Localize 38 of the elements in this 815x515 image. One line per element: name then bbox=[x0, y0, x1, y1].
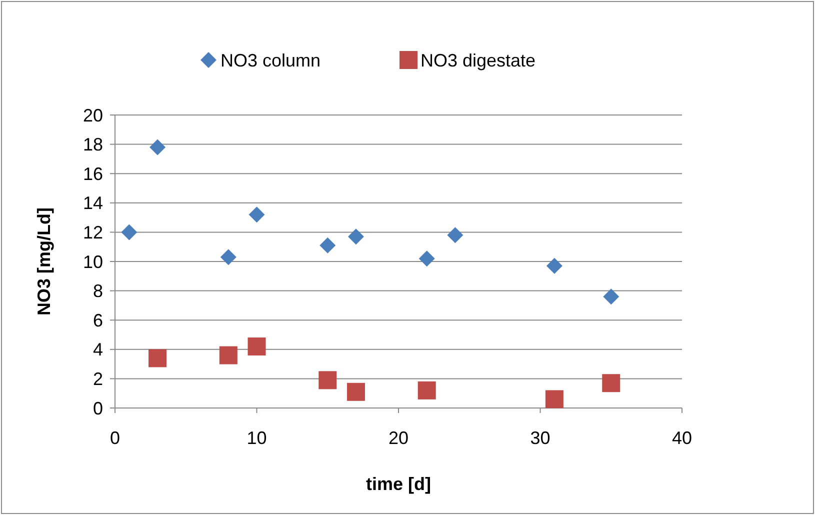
point bbox=[150, 139, 166, 156]
point bbox=[602, 374, 620, 392]
point bbox=[346, 382, 365, 401]
legend-label: NO3 column bbox=[220, 50, 321, 70]
x-tick-label: 20 bbox=[388, 428, 409, 448]
point bbox=[546, 258, 562, 274]
point bbox=[348, 228, 364, 245]
y-axis-title: NO3 [mg/Ld] bbox=[34, 208, 54, 316]
x-tick-label: 0 bbox=[110, 428, 120, 448]
point bbox=[121, 224, 138, 240]
y-tick-label: 4 bbox=[92, 340, 103, 360]
y-tick-label: 8 bbox=[92, 281, 103, 302]
y-tick-label: 20 bbox=[82, 105, 103, 126]
y-tick-label: 2 bbox=[92, 369, 103, 389]
y-tick-label: 12 bbox=[82, 222, 103, 242]
point bbox=[603, 288, 620, 305]
point bbox=[248, 337, 266, 356]
x-tick-label: 30 bbox=[530, 428, 550, 448]
legend-label: NO3 digestate bbox=[420, 50, 536, 70]
point bbox=[248, 206, 265, 223]
y-tick-label: 0 bbox=[92, 398, 103, 418]
y-tick-label: 18 bbox=[82, 134, 103, 155]
y-tick-label: 10 bbox=[82, 252, 103, 272]
point bbox=[418, 381, 436, 400]
x-tick-label: 10 bbox=[246, 428, 267, 448]
point bbox=[447, 227, 464, 244]
y-tick-label: 6 bbox=[92, 310, 103, 330]
point bbox=[318, 371, 337, 390]
x-axis-title: time [d] bbox=[366, 474, 431, 494]
point bbox=[418, 250, 435, 267]
point bbox=[320, 237, 336, 254]
x-tick-label: 40 bbox=[672, 428, 692, 448]
y-tick-label: 14 bbox=[82, 193, 103, 214]
point bbox=[148, 349, 167, 368]
point bbox=[219, 346, 238, 364]
point bbox=[545, 390, 564, 408]
point bbox=[220, 249, 236, 266]
y-tick-label: 16 bbox=[82, 164, 103, 184]
